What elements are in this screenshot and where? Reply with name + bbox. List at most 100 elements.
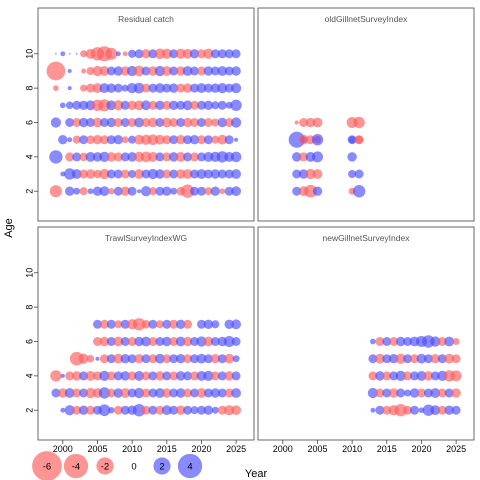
residual-point bbox=[72, 152, 82, 162]
residual-point bbox=[348, 169, 357, 179]
residual-point bbox=[162, 135, 172, 145]
residual-point bbox=[183, 354, 193, 364]
residual-point bbox=[106, 100, 117, 111]
residual-point bbox=[312, 169, 323, 179]
residual-point bbox=[169, 388, 179, 398]
residual-point bbox=[85, 370, 96, 381]
y-tick-label: 8 bbox=[24, 305, 34, 310]
residual-point bbox=[224, 388, 234, 398]
residual-point bbox=[375, 388, 385, 398]
residual-point bbox=[95, 356, 100, 361]
x-tick-label: 2025 bbox=[226, 444, 246, 454]
residual-point bbox=[128, 135, 137, 144]
panel-4: newGillnetSurveyIndex 2000 2005 2010 2015 202… bbox=[257, 226, 475, 454]
residual-point bbox=[113, 371, 123, 381]
residual-point bbox=[169, 135, 179, 145]
residual-point bbox=[367, 387, 379, 399]
residual-point bbox=[211, 406, 219, 414]
residual-point bbox=[217, 354, 227, 364]
residual-point bbox=[210, 66, 220, 76]
residual-point bbox=[203, 319, 214, 330]
residual-point bbox=[291, 152, 302, 162]
residual-point bbox=[403, 354, 413, 364]
residual-point bbox=[106, 354, 116, 364]
residual-point bbox=[410, 405, 419, 415]
residual-point bbox=[211, 101, 220, 110]
residual-point bbox=[430, 405, 441, 416]
residual-point bbox=[148, 354, 158, 364]
residual-point bbox=[382, 388, 392, 398]
residual-point bbox=[155, 186, 165, 196]
residual-point bbox=[203, 169, 213, 179]
legend-bubble bbox=[177, 453, 203, 479]
residual-point bbox=[175, 353, 186, 364]
residual-point bbox=[113, 405, 123, 415]
residual-point bbox=[299, 152, 309, 162]
residual-point bbox=[58, 134, 68, 145]
residual-point bbox=[370, 338, 376, 345]
residual-point bbox=[230, 117, 242, 128]
residual-point bbox=[294, 120, 299, 125]
x-tick-label: 2015 bbox=[157, 444, 177, 454]
residual-point bbox=[292, 169, 302, 179]
residual-point bbox=[190, 83, 199, 93]
residual-point bbox=[382, 337, 392, 346]
residual-point bbox=[190, 100, 199, 110]
residual-point bbox=[132, 404, 146, 417]
residual-point bbox=[182, 100, 193, 111]
residual-point bbox=[134, 353, 144, 364]
residual-point bbox=[162, 186, 172, 196]
residual-point bbox=[204, 187, 213, 196]
residual-point bbox=[404, 389, 412, 397]
residual-point bbox=[423, 354, 433, 364]
residual-point bbox=[154, 65, 166, 77]
residual-point bbox=[388, 353, 399, 364]
residual-point bbox=[120, 118, 130, 127]
residual-point bbox=[162, 83, 172, 93]
residual-point bbox=[133, 65, 145, 77]
residual-point bbox=[127, 186, 137, 196]
residual-point bbox=[127, 371, 137, 381]
residual-point bbox=[147, 151, 158, 162]
residual-point bbox=[85, 151, 96, 162]
residual-point bbox=[169, 354, 179, 364]
residual-point bbox=[210, 353, 221, 364]
residual-point bbox=[203, 118, 213, 127]
residual-point bbox=[86, 405, 95, 415]
residual-point bbox=[217, 82, 228, 94]
residual-point bbox=[134, 49, 144, 59]
residual-point bbox=[162, 388, 172, 398]
residual-point bbox=[231, 186, 242, 197]
residual-point bbox=[210, 337, 220, 346]
residual-point bbox=[175, 134, 186, 145]
y-tick-label: 6 bbox=[24, 339, 34, 344]
residual-point bbox=[231, 388, 242, 398]
residual-point bbox=[353, 116, 365, 129]
residual-point bbox=[155, 100, 165, 111]
residual-point bbox=[113, 353, 124, 364]
residual-point bbox=[224, 371, 234, 381]
residual-point bbox=[134, 117, 145, 128]
residual-point bbox=[416, 353, 427, 364]
residual-point bbox=[154, 134, 165, 145]
residual-point bbox=[224, 319, 234, 330]
residual-point bbox=[106, 337, 116, 346]
residual-point bbox=[99, 370, 110, 382]
residual-point bbox=[175, 151, 186, 162]
residual-point bbox=[196, 83, 207, 94]
residual-point bbox=[141, 49, 151, 59]
residual-point bbox=[230, 151, 242, 163]
residual-point bbox=[86, 135, 95, 144]
legend: -6 -4 -2 0 2 4 bbox=[32, 451, 203, 480]
residual-point bbox=[51, 388, 61, 398]
residual-point bbox=[299, 118, 309, 127]
x-tick-label: 2015 bbox=[377, 444, 397, 454]
x-tick-label: 2025 bbox=[446, 444, 466, 454]
residual-point bbox=[430, 371, 440, 381]
residual-point bbox=[394, 404, 407, 417]
residual-point bbox=[354, 169, 364, 179]
residual-point bbox=[180, 184, 195, 198]
residual-point bbox=[169, 169, 179, 179]
residual-point bbox=[93, 319, 102, 329]
residual-point bbox=[203, 83, 213, 93]
